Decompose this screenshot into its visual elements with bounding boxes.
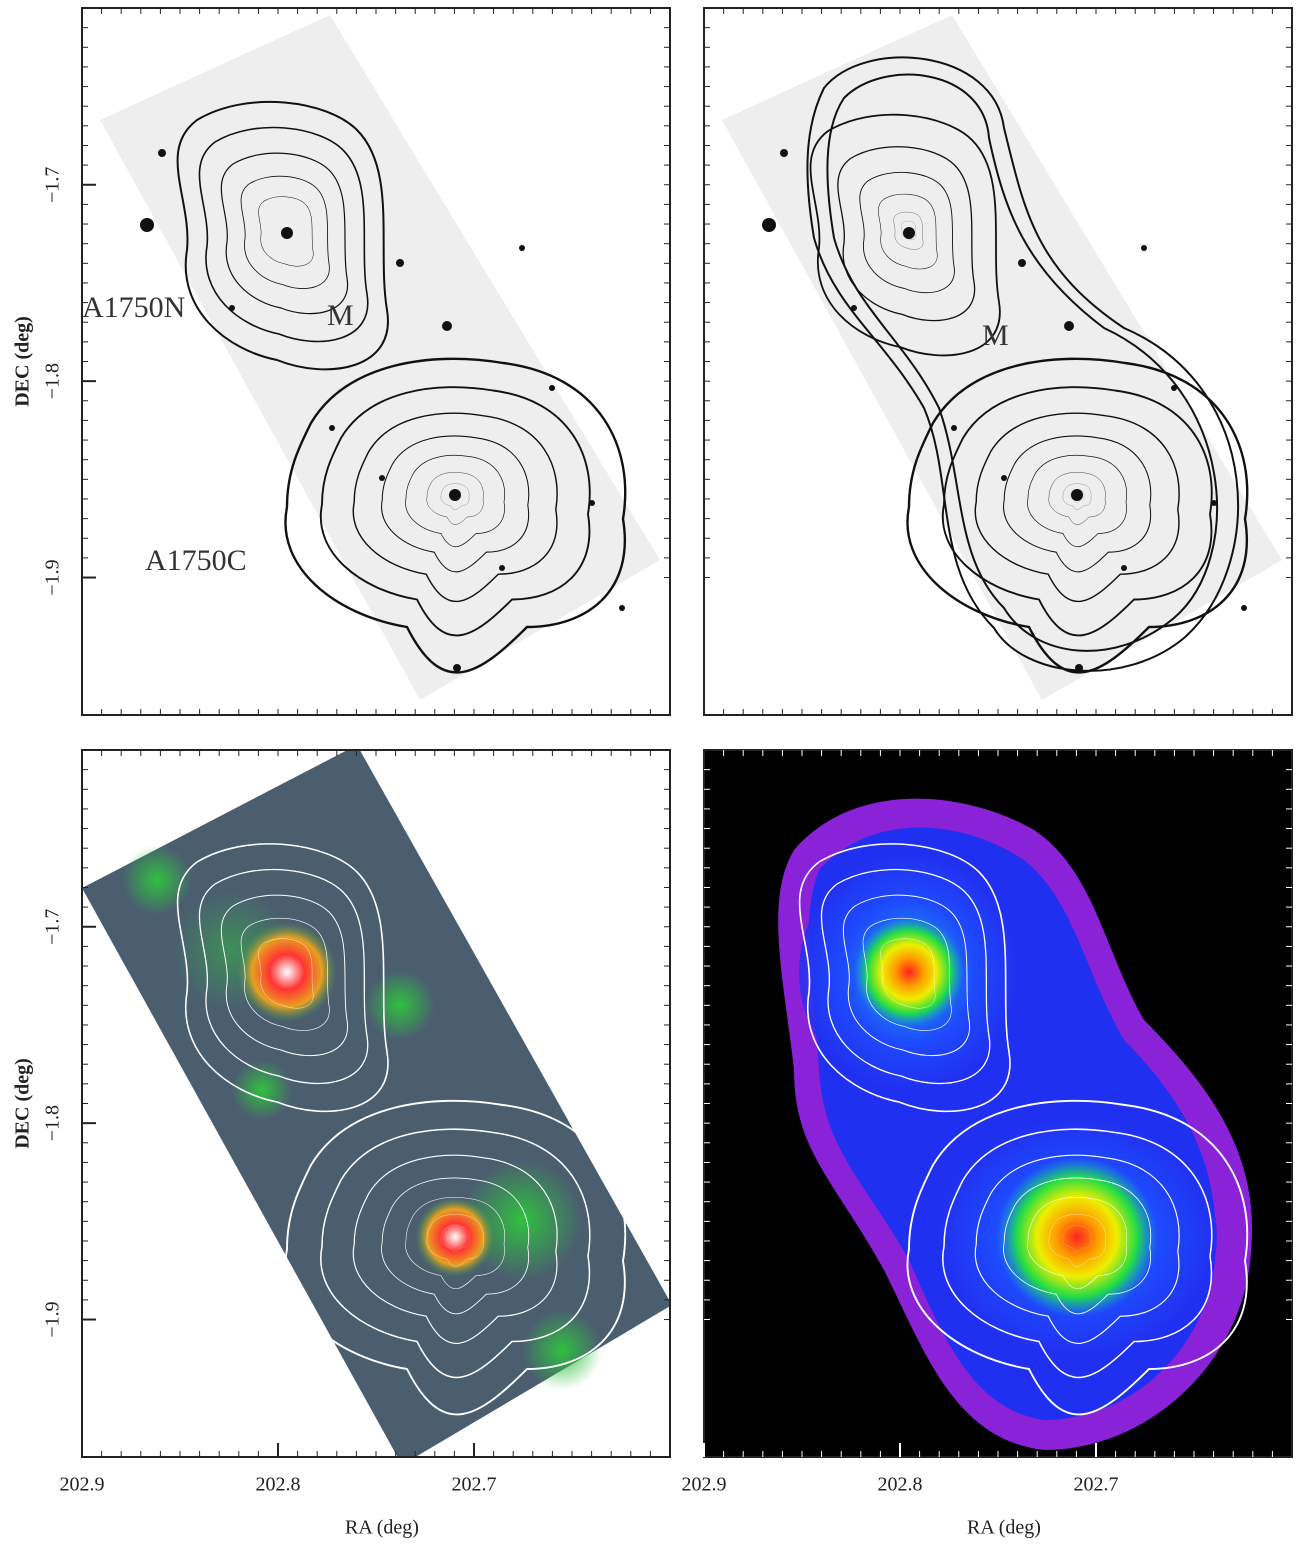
y-tick-label: −1.9: [42, 559, 64, 595]
sky-image: [100, 15, 660, 700]
panel: −1.7 −1.8 −1.9 202.9 202.8 202.7 DEC (deg) RA (…: [12, 745, 672, 1539]
annotation: M: [982, 319, 1009, 352]
y-tick-label: −1.7: [42, 167, 64, 203]
panel: 202.9 202.8 202.7 RA (deg): [682, 750, 1295, 1539]
sky-image: [722, 15, 1282, 700]
x-tick-label: 202.9: [682, 1474, 727, 1496]
x-tick-label: 202.8: [878, 1474, 923, 1496]
annotation: M: [327, 299, 354, 332]
y-tick-label: −1.8: [42, 1105, 64, 1141]
y-axis-label: DEC (deg): [12, 1058, 34, 1149]
annotation: A1750C: [145, 544, 247, 577]
y-tick-label: −1.7: [42, 909, 64, 945]
panel: M: [704, 8, 1292, 715]
y-axis-label: DEC (deg): [12, 316, 34, 407]
y-tick-label: −1.9: [42, 1301, 64, 1337]
x-tick-label: 202.9: [60, 1474, 105, 1496]
x-tick-label: 202.7: [452, 1474, 497, 1496]
x-axis-label: RA (deg): [345, 1517, 419, 1539]
x-axis-label: RA (deg): [967, 1517, 1041, 1539]
panel: −1.7 −1.8 −1.9 DEC (deg) A1750N M A1750C: [12, 8, 670, 715]
y-tick-label: −1.8: [42, 363, 64, 399]
x-tick-label: 202.8: [256, 1474, 301, 1496]
sky-image: [704, 750, 1294, 1460]
figure: −1.7−1.8−1.9DEC (deg)A1750NMA1750CM−1.7−…: [0, 0, 1302, 1544]
sky-image: [82, 745, 672, 1465]
annotation: A1750N: [82, 291, 185, 324]
x-tick-label: 202.7: [1074, 1474, 1119, 1496]
